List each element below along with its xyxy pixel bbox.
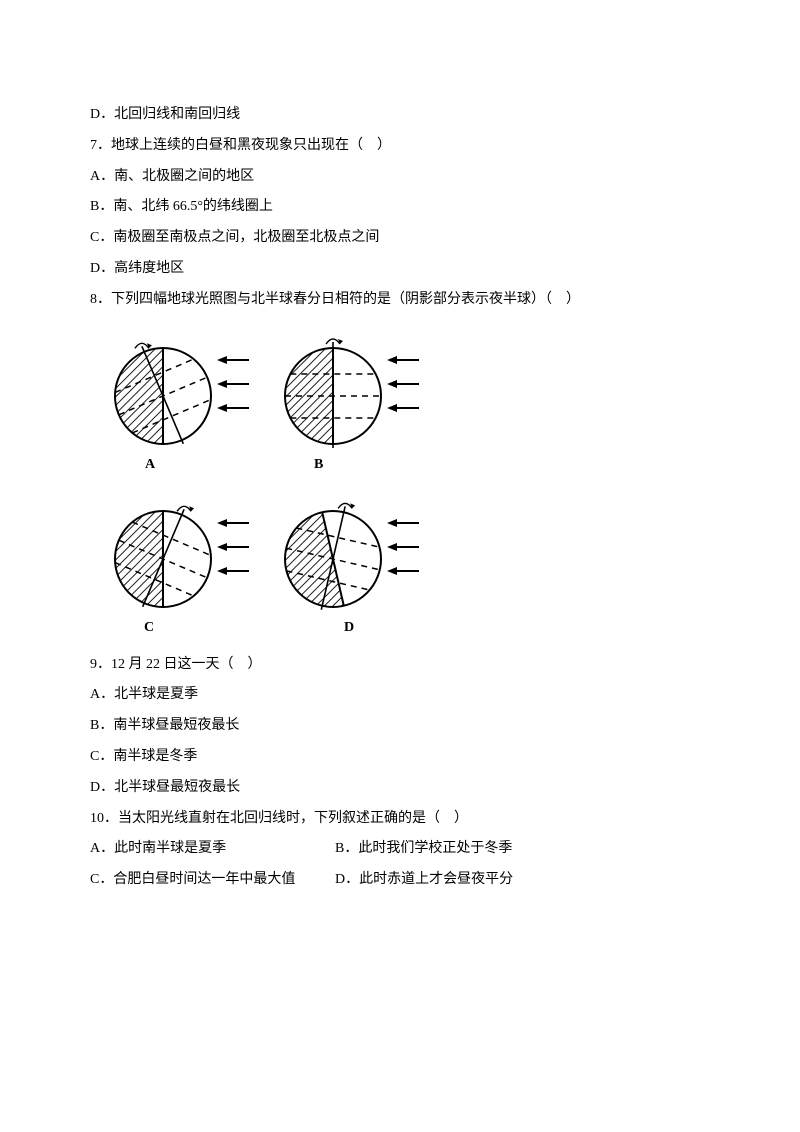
q9-stem: 9．12 月 22 日这一天（ ） [90, 650, 710, 681]
q7-option-d: D．高纬度地区 [90, 254, 710, 285]
q8-diagrams: A B C D [90, 324, 430, 642]
q7-stem: 7．地球上连续的白昼和黑夜现象只出现在（ ） [90, 131, 710, 162]
q9-option-b: B．南半球昼最短夜最长 [90, 711, 710, 742]
q10-option-b: B．此时我们学校正处于冬季 [335, 834, 512, 865]
q10-option-a: A．此时南半球是夏季 [90, 834, 335, 865]
q7-option-b: B．南、北纬 66.5°的纬线圈上 [90, 192, 710, 223]
q8-label-a: A [145, 450, 155, 481]
q8-label-c: C [144, 613, 154, 644]
q8-diagram-a: A [90, 324, 255, 479]
globe-a-svg [108, 336, 218, 456]
q8-label-d: D [344, 613, 354, 644]
q7-option-a: A．南、北极圈之间的地区 [90, 162, 710, 193]
q8-stem: 8．下列四幅地球光照图与北半球春分日相符的是（阴影部分表示夜半球）（ ） [90, 285, 710, 316]
globe-b-svg [278, 336, 388, 456]
globe-d-svg [278, 499, 388, 619]
q7-option-c: C．南极圈至南极点之间，北极圈至北极点之间 [90, 223, 710, 254]
q8-label-b: B [314, 450, 323, 481]
q10-stem: 10．当太阳光线直射在北回归线时，下列叙述正确的是（ ） [90, 804, 710, 835]
q9-option-c: C．南半球是冬季 [90, 742, 710, 773]
q6-option-d: D．北回归线和南回归线 [90, 100, 710, 131]
q10-option-c: C．合肥白昼时间达一年中最大值 [90, 865, 335, 896]
q9-option-a: A．北半球是夏季 [90, 680, 710, 711]
q10-option-d: D．此时赤道上才会昼夜平分 [335, 865, 513, 896]
globe-c-svg [108, 499, 218, 619]
q8-diagram-d: D [260, 487, 425, 642]
q8-diagram-c: C [90, 487, 255, 642]
q8-diagram-b: B [260, 324, 425, 479]
q9-option-d: D．北半球昼最短夜最长 [90, 773, 710, 804]
